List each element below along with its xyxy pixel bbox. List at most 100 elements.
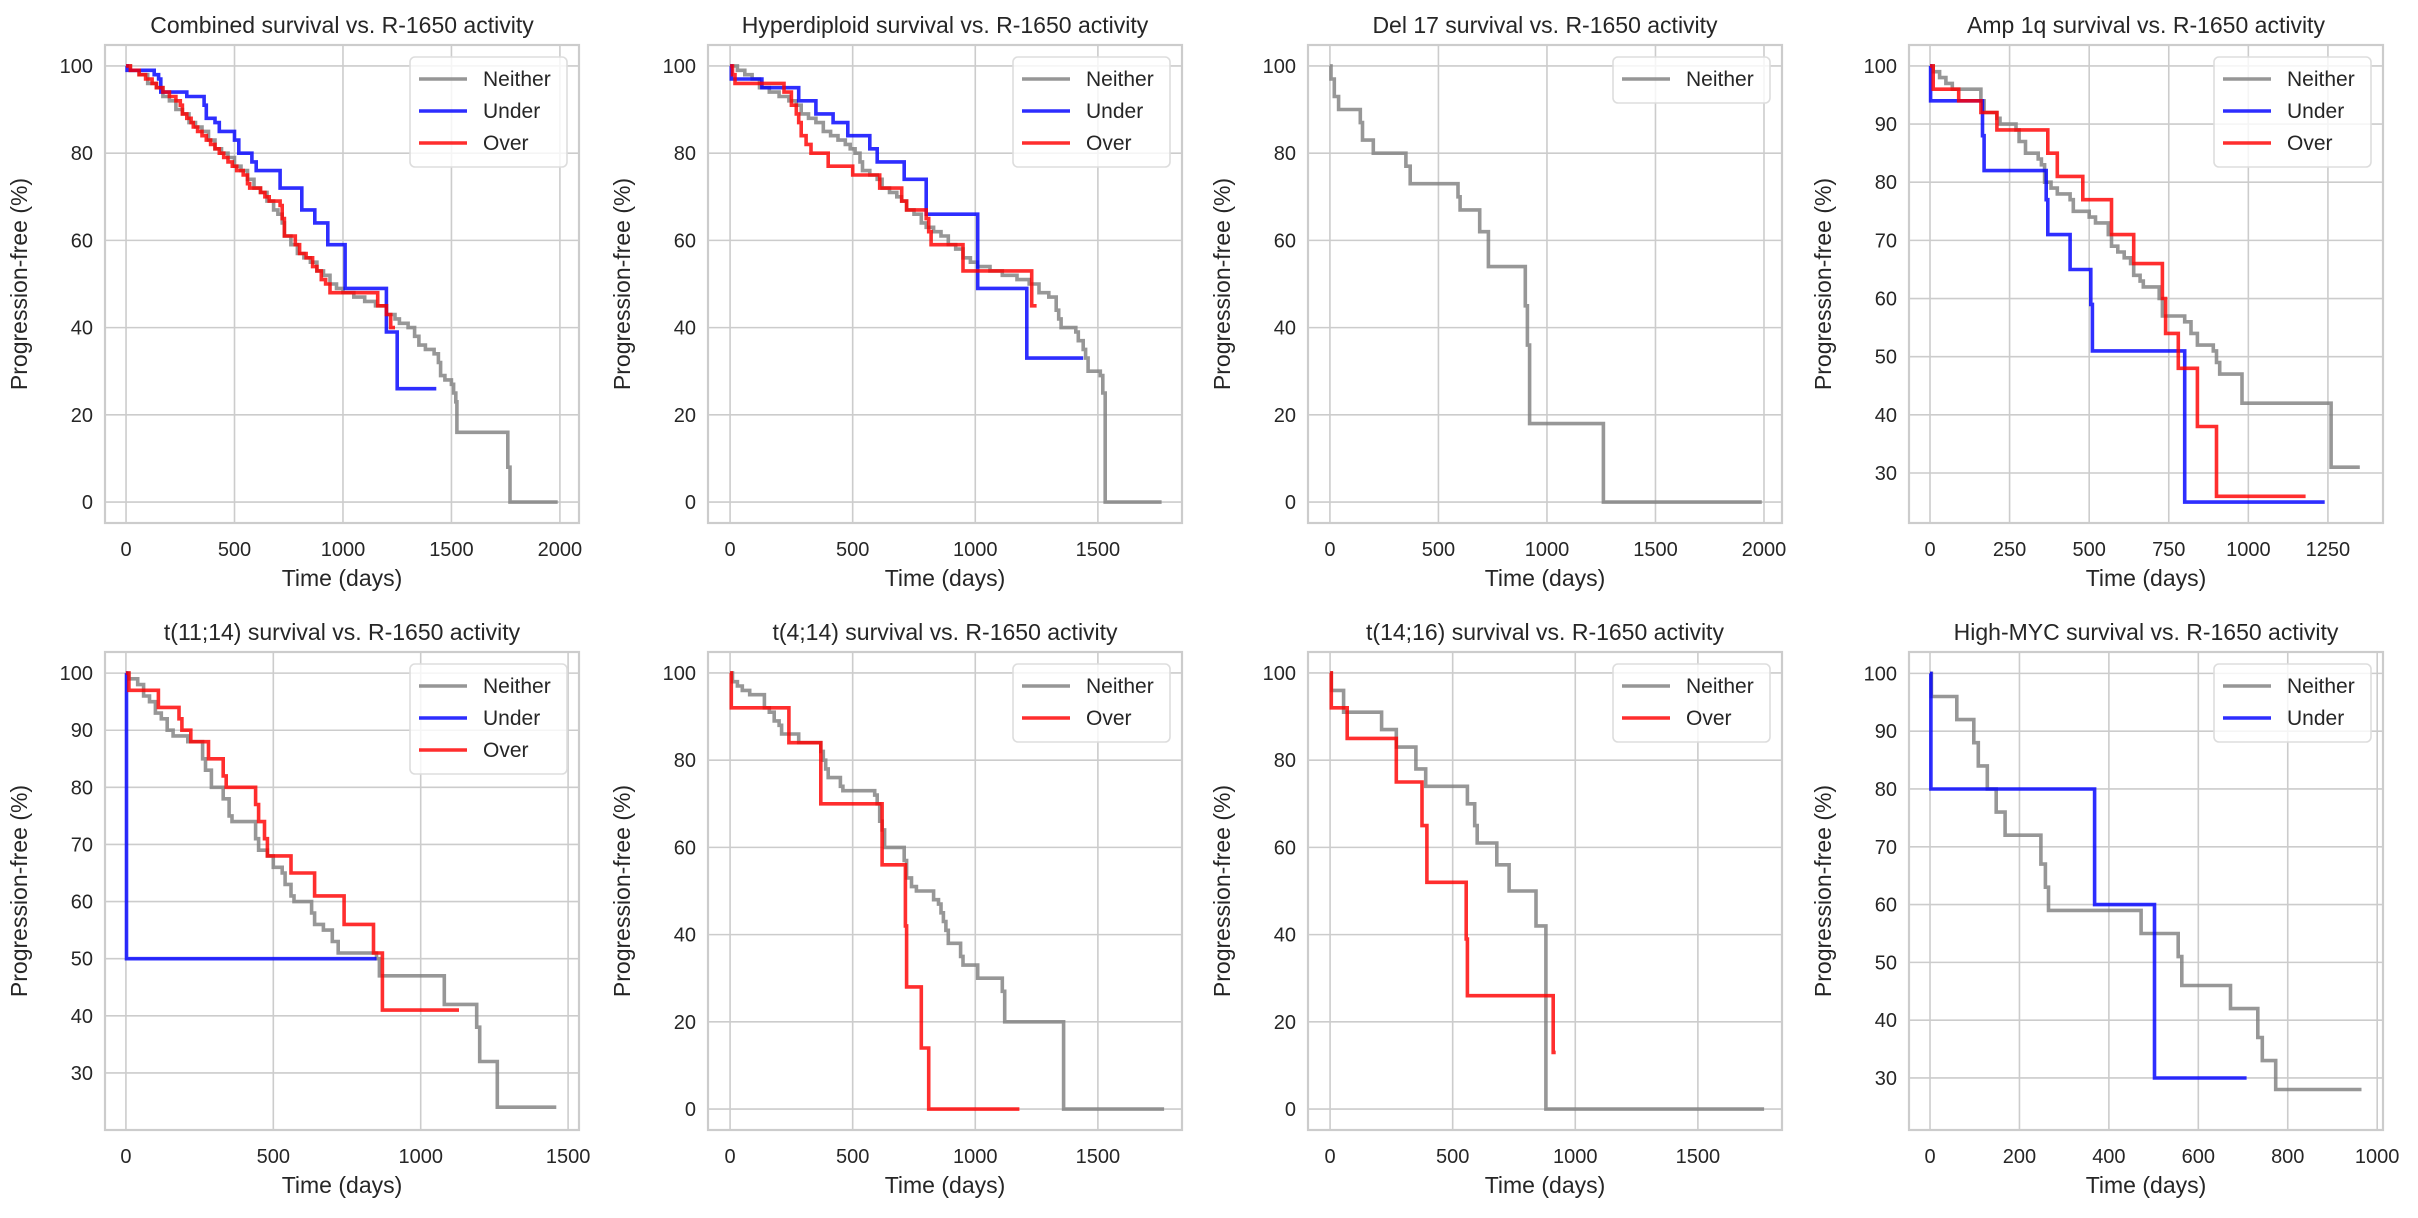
x-tick-label: 500 (1436, 1146, 1469, 1168)
axes-frame (706, 650, 1184, 1132)
x-tick-label: 1000 (953, 539, 998, 561)
y-tick-label: 50 (71, 949, 93, 971)
chart-title: High-MYC survival vs. R-1650 activity (1954, 619, 2339, 645)
legend: Neither Over (1012, 663, 1171, 743)
curves (125, 64, 558, 504)
gridlines (1308, 45, 1782, 523)
curves (1329, 671, 1765, 1111)
curves (1329, 64, 1762, 504)
chart-title: Del 17 survival vs. R-1650 activity (1372, 12, 1718, 38)
chart-title: t(4;14) survival vs. R-1650 activity (772, 619, 1118, 645)
x-tick-label: 2000 (538, 539, 583, 561)
y-tick-label: 100 (60, 56, 93, 78)
legend-label-neither: Neither (483, 675, 551, 698)
km-curve-neither (1929, 671, 2362, 1092)
x-tick-label: 750 (2152, 539, 2185, 561)
axes-frame (1907, 650, 2385, 1132)
y-tick-label: 100 (60, 663, 93, 685)
legend-box (1612, 56, 1771, 104)
panel-3: 0 250 500 750 1000 1250 30 40 50 60 70 80 90 100 Amp 1… (1810, 12, 2385, 591)
y-axis-label: Progression-free (%) (6, 785, 32, 997)
panel-6: 0 500 1000 1500 0 20 40 60 80 100 t(14;16) surviva… (1209, 619, 1784, 1198)
legend-label-neither: Neither (1086, 675, 1154, 698)
y-tick-label: 0 (685, 492, 696, 514)
km-curve-over (730, 64, 1037, 308)
x-tick-label: 0 (120, 539, 131, 561)
x-tick-label: 1000 (398, 1146, 443, 1168)
curves (124, 671, 557, 1109)
y-tick-label: 100 (663, 663, 696, 685)
y-tick-label: 40 (1274, 925, 1296, 947)
x-tick-label: 200 (2003, 1146, 2036, 1168)
x-tick-label: 1000 (321, 539, 366, 561)
x-tick-label: 600 (2182, 1146, 2215, 1168)
y-tick-label: 0 (1285, 492, 1296, 514)
y-tick-label: 80 (1274, 143, 1296, 165)
x-tick-label: 0 (120, 1146, 131, 1168)
y-tick-label: 40 (1875, 405, 1897, 427)
gridlines (1909, 652, 2383, 1130)
panel-7: 0 200 400 600 800 1000 30 40 50 60 70 80 90 100 High-M… (1810, 619, 2399, 1198)
x-tick-label: 1500 (1633, 539, 1678, 561)
y-tick-label: 50 (1875, 952, 1897, 974)
km-curve-over (125, 671, 459, 1012)
y-tick-label: 30 (71, 1063, 93, 1085)
km-curve-neither (1329, 671, 1765, 1111)
x-axis-label: Time (days) (1485, 1172, 1606, 1198)
y-tick-label: 60 (71, 892, 93, 914)
x-tick-label: 1500 (546, 1146, 591, 1168)
legend-box (1012, 56, 1171, 168)
y-tick-label: 70 (1875, 837, 1897, 859)
legend-label-under: Under (1086, 100, 1143, 123)
axes-frame (103, 650, 581, 1132)
x-axis-label: Time (days) (2086, 1172, 2207, 1198)
axes-frame (706, 43, 1184, 525)
x-tick-label: 500 (836, 539, 869, 561)
y-tick-label: 100 (663, 56, 696, 78)
y-tick-label: 80 (1274, 750, 1296, 772)
chart-title: Combined survival vs. R-1650 activity (150, 12, 534, 38)
y-tick-label: 80 (674, 750, 696, 772)
x-tick-label: 0 (1924, 539, 1935, 561)
y-axis-label: Progression-free (%) (1810, 785, 1836, 997)
y-tick-label: 0 (685, 1099, 696, 1121)
y-tick-label: 80 (1875, 172, 1897, 194)
km-curve-neither (730, 671, 1165, 1111)
panel-0: 0 500 1000 1500 2000 0 20 40 60 80 100 Combined sur… (6, 12, 582, 591)
x-axis-label: Time (days) (1485, 565, 1606, 591)
x-tick-label: 0 (1924, 1146, 1935, 1168)
km-curve-over (126, 64, 395, 330)
km-curve-under (1929, 671, 2247, 1080)
x-tick-label: 1500 (429, 539, 474, 561)
km-curve-under (125, 64, 437, 391)
x-tick-label: 500 (218, 539, 251, 561)
legend-label-under: Under (483, 100, 540, 123)
y-tick-label: 40 (674, 925, 696, 947)
legend-label-under: Under (483, 707, 540, 730)
curves (1928, 64, 2360, 504)
legend-label-over: Over (1686, 707, 1732, 730)
legend: Neither Under Over (409, 663, 568, 775)
y-axis-label: Progression-free (%) (609, 785, 635, 997)
legend-label-neither: Neither (1086, 68, 1154, 91)
y-tick-label: 100 (1263, 56, 1296, 78)
x-axis-label: Time (days) (885, 565, 1006, 591)
y-tick-label: 0 (82, 492, 93, 514)
y-tick-label: 90 (1875, 721, 1897, 743)
chart-title: Amp 1q survival vs. R-1650 activity (1967, 12, 2325, 38)
gridlines (1909, 45, 2383, 523)
y-tick-label: 40 (71, 1006, 93, 1028)
legend-label-neither: Neither (2287, 675, 2355, 698)
legend: Neither Under Over (2213, 56, 2372, 168)
x-axis-label: Time (days) (885, 1172, 1006, 1198)
y-tick-label: 40 (71, 318, 93, 340)
panel-5: 0 500 1000 1500 0 20 40 60 80 100 t(4;14) survival… (609, 619, 1184, 1198)
axes-frame (1306, 43, 1784, 525)
y-tick-label: 50 (1875, 347, 1897, 369)
x-tick-label: 1000 (953, 1146, 998, 1168)
x-tick-label: 400 (2092, 1146, 2125, 1168)
legend-label-over: Over (1086, 707, 1132, 730)
y-tick-label: 60 (71, 230, 93, 252)
legend: Neither Under (2213, 663, 2372, 743)
